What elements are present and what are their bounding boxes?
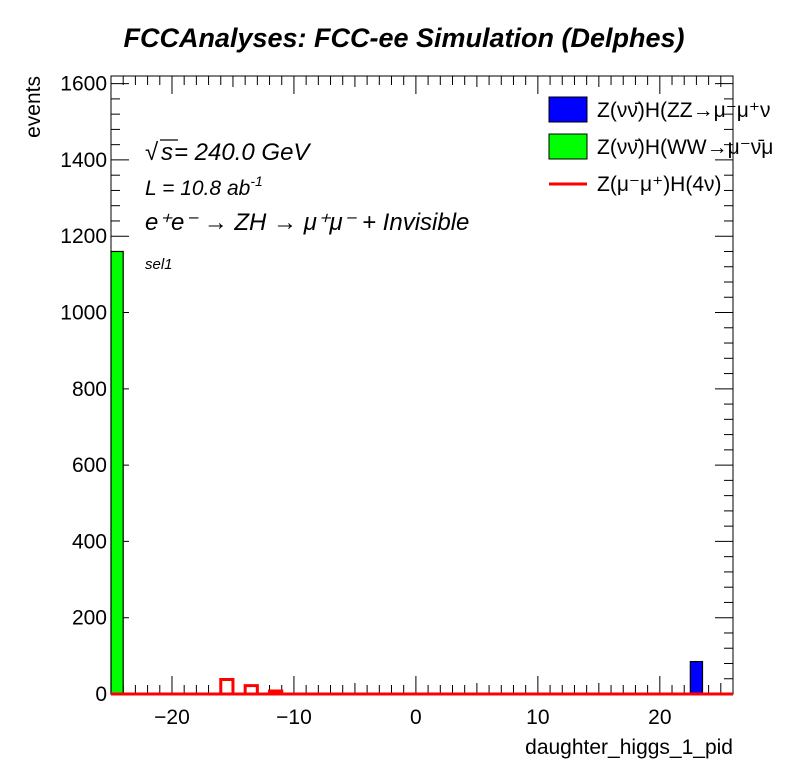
x-axis-label: daughter_higgs_1_pid xyxy=(525,736,733,759)
y-tick-label-0: 0 xyxy=(95,683,107,706)
plot-frame xyxy=(110,75,734,695)
y-tick-label-1000: 1000 xyxy=(60,302,107,325)
x-tick-label--20: −20 xyxy=(154,706,190,729)
y-tick-label-600: 600 xyxy=(72,454,107,477)
sqrt-s-value: = 240.0 GeV xyxy=(174,139,311,166)
legend-swatch-ww xyxy=(548,133,588,160)
plot-frame-box xyxy=(110,75,734,695)
histogram-bars xyxy=(110,250,733,696)
y-tick-label-400: 400 xyxy=(72,530,107,553)
sqrt-symbol: √ xyxy=(145,139,159,166)
y-tick-label-1200: 1200 xyxy=(60,225,107,248)
bar-series-0-bin-0 xyxy=(689,660,704,695)
sqrt-s-var: s xyxy=(161,139,173,166)
bar-series-1-bin-0 xyxy=(110,250,124,695)
y-axis: 0 200 400 600 800 1000 1200 1400 1600 xyxy=(60,73,733,706)
y-tick-label-200: 200 xyxy=(72,607,107,630)
y-tick-label-1600: 1600 xyxy=(60,73,107,96)
x-tick-label--10: −10 xyxy=(276,706,312,729)
legend-label-4nu: Z(μ⁻μ⁺)H(4ν) xyxy=(597,173,722,196)
legend: Z(νν̄)H(ZZ→μ⁻μ⁺ν Z(νν̄)H(WW→μ⁻ν̄μ Z(μ⁻μ⁺… xyxy=(548,96,773,196)
bar-series-2-bin-0 xyxy=(219,678,235,694)
y-tick-label-1400: 1400 xyxy=(60,149,107,172)
energy-annotation: √ s = 240.0 GeV xyxy=(145,139,311,166)
legend-label-zz: Z(νν̄)H(ZZ→μ⁻μ⁺ν xyxy=(597,99,771,122)
x-tick-label-10: 10 xyxy=(526,706,549,729)
x-tick-label-0: 0 xyxy=(410,706,422,729)
x-tick-label-20: 20 xyxy=(648,706,671,729)
selection-label: sel1 xyxy=(145,256,173,273)
bar-series-2-bin-2 xyxy=(268,689,284,694)
bar-series-2-bin-1 xyxy=(243,684,259,694)
y-axis-label: events xyxy=(22,76,45,138)
y-tick-label-800: 800 xyxy=(72,378,107,401)
chart-title: FCCAnalyses: FCC-ee Simulation (Delphes) xyxy=(123,23,684,53)
legend-swatch-zz xyxy=(548,96,588,123)
legend-label-ww: Z(νν̄)H(WW→μ⁻ν̄μ xyxy=(597,136,773,159)
luminosity-annotation: L = 10.8 ab-1 xyxy=(145,173,263,200)
process-annotation: e⁺e⁻ → ZH → μ⁺μ⁻ + Invisible xyxy=(145,209,469,236)
